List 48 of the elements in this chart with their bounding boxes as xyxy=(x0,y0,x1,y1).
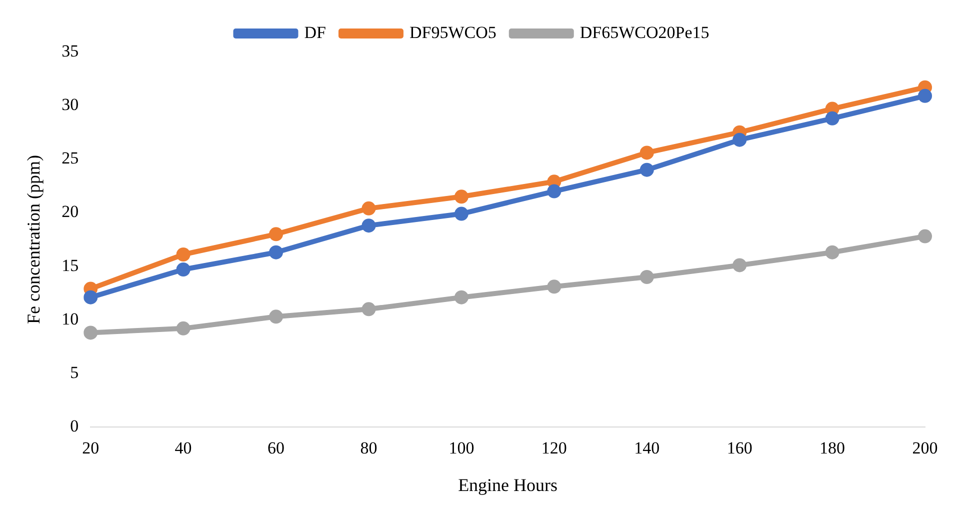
point xyxy=(640,162,654,177)
x-tick-label: 120 xyxy=(541,438,567,458)
point xyxy=(362,218,376,233)
y-tick-label: 25 xyxy=(62,148,79,168)
x-tick-label: 20 xyxy=(82,438,100,458)
point xyxy=(547,184,562,198)
x-tick-label: 180 xyxy=(820,438,846,458)
y-tick-label: 20 xyxy=(62,202,79,222)
x-tick-label: 40 xyxy=(174,438,192,458)
point xyxy=(454,290,468,304)
point xyxy=(84,290,98,304)
point xyxy=(547,280,562,294)
point xyxy=(176,248,190,262)
point xyxy=(176,321,190,336)
point xyxy=(176,262,190,276)
x-tick-label: 60 xyxy=(268,438,285,458)
point xyxy=(825,111,840,126)
point xyxy=(454,206,468,221)
x-axis-title: Engine Hours xyxy=(458,474,558,495)
x-tick-label: 200 xyxy=(912,438,938,458)
x-tick-label: 80 xyxy=(360,438,378,458)
point xyxy=(269,310,284,324)
y-tick-label: 10 xyxy=(62,309,79,328)
x-tick-label: 100 xyxy=(448,438,474,458)
legend-label: DF95WCO5 xyxy=(409,22,496,42)
point xyxy=(918,229,932,244)
point xyxy=(84,326,98,340)
point xyxy=(454,190,468,204)
legend-label: DF65WCO20Pe15 xyxy=(580,22,710,42)
point xyxy=(269,245,284,260)
point xyxy=(732,258,747,272)
y-axis-title: Fe concentration (ppm) xyxy=(24,155,44,324)
x-tick-label: 140 xyxy=(634,438,660,458)
point xyxy=(640,146,654,160)
y-tick-label: 0 xyxy=(70,416,79,436)
x-tick-label: 160 xyxy=(726,438,752,458)
point xyxy=(362,201,376,216)
point xyxy=(918,88,932,103)
point xyxy=(362,302,376,316)
y-tick-label: 35 xyxy=(62,41,79,60)
point xyxy=(269,227,284,242)
legend-label: DF xyxy=(304,22,326,42)
y-tick-label: 15 xyxy=(62,256,79,275)
point xyxy=(732,132,747,147)
point xyxy=(825,245,840,260)
y-tick-label: 5 xyxy=(70,362,79,382)
point xyxy=(640,270,654,284)
y-tick-label: 30 xyxy=(62,95,79,114)
